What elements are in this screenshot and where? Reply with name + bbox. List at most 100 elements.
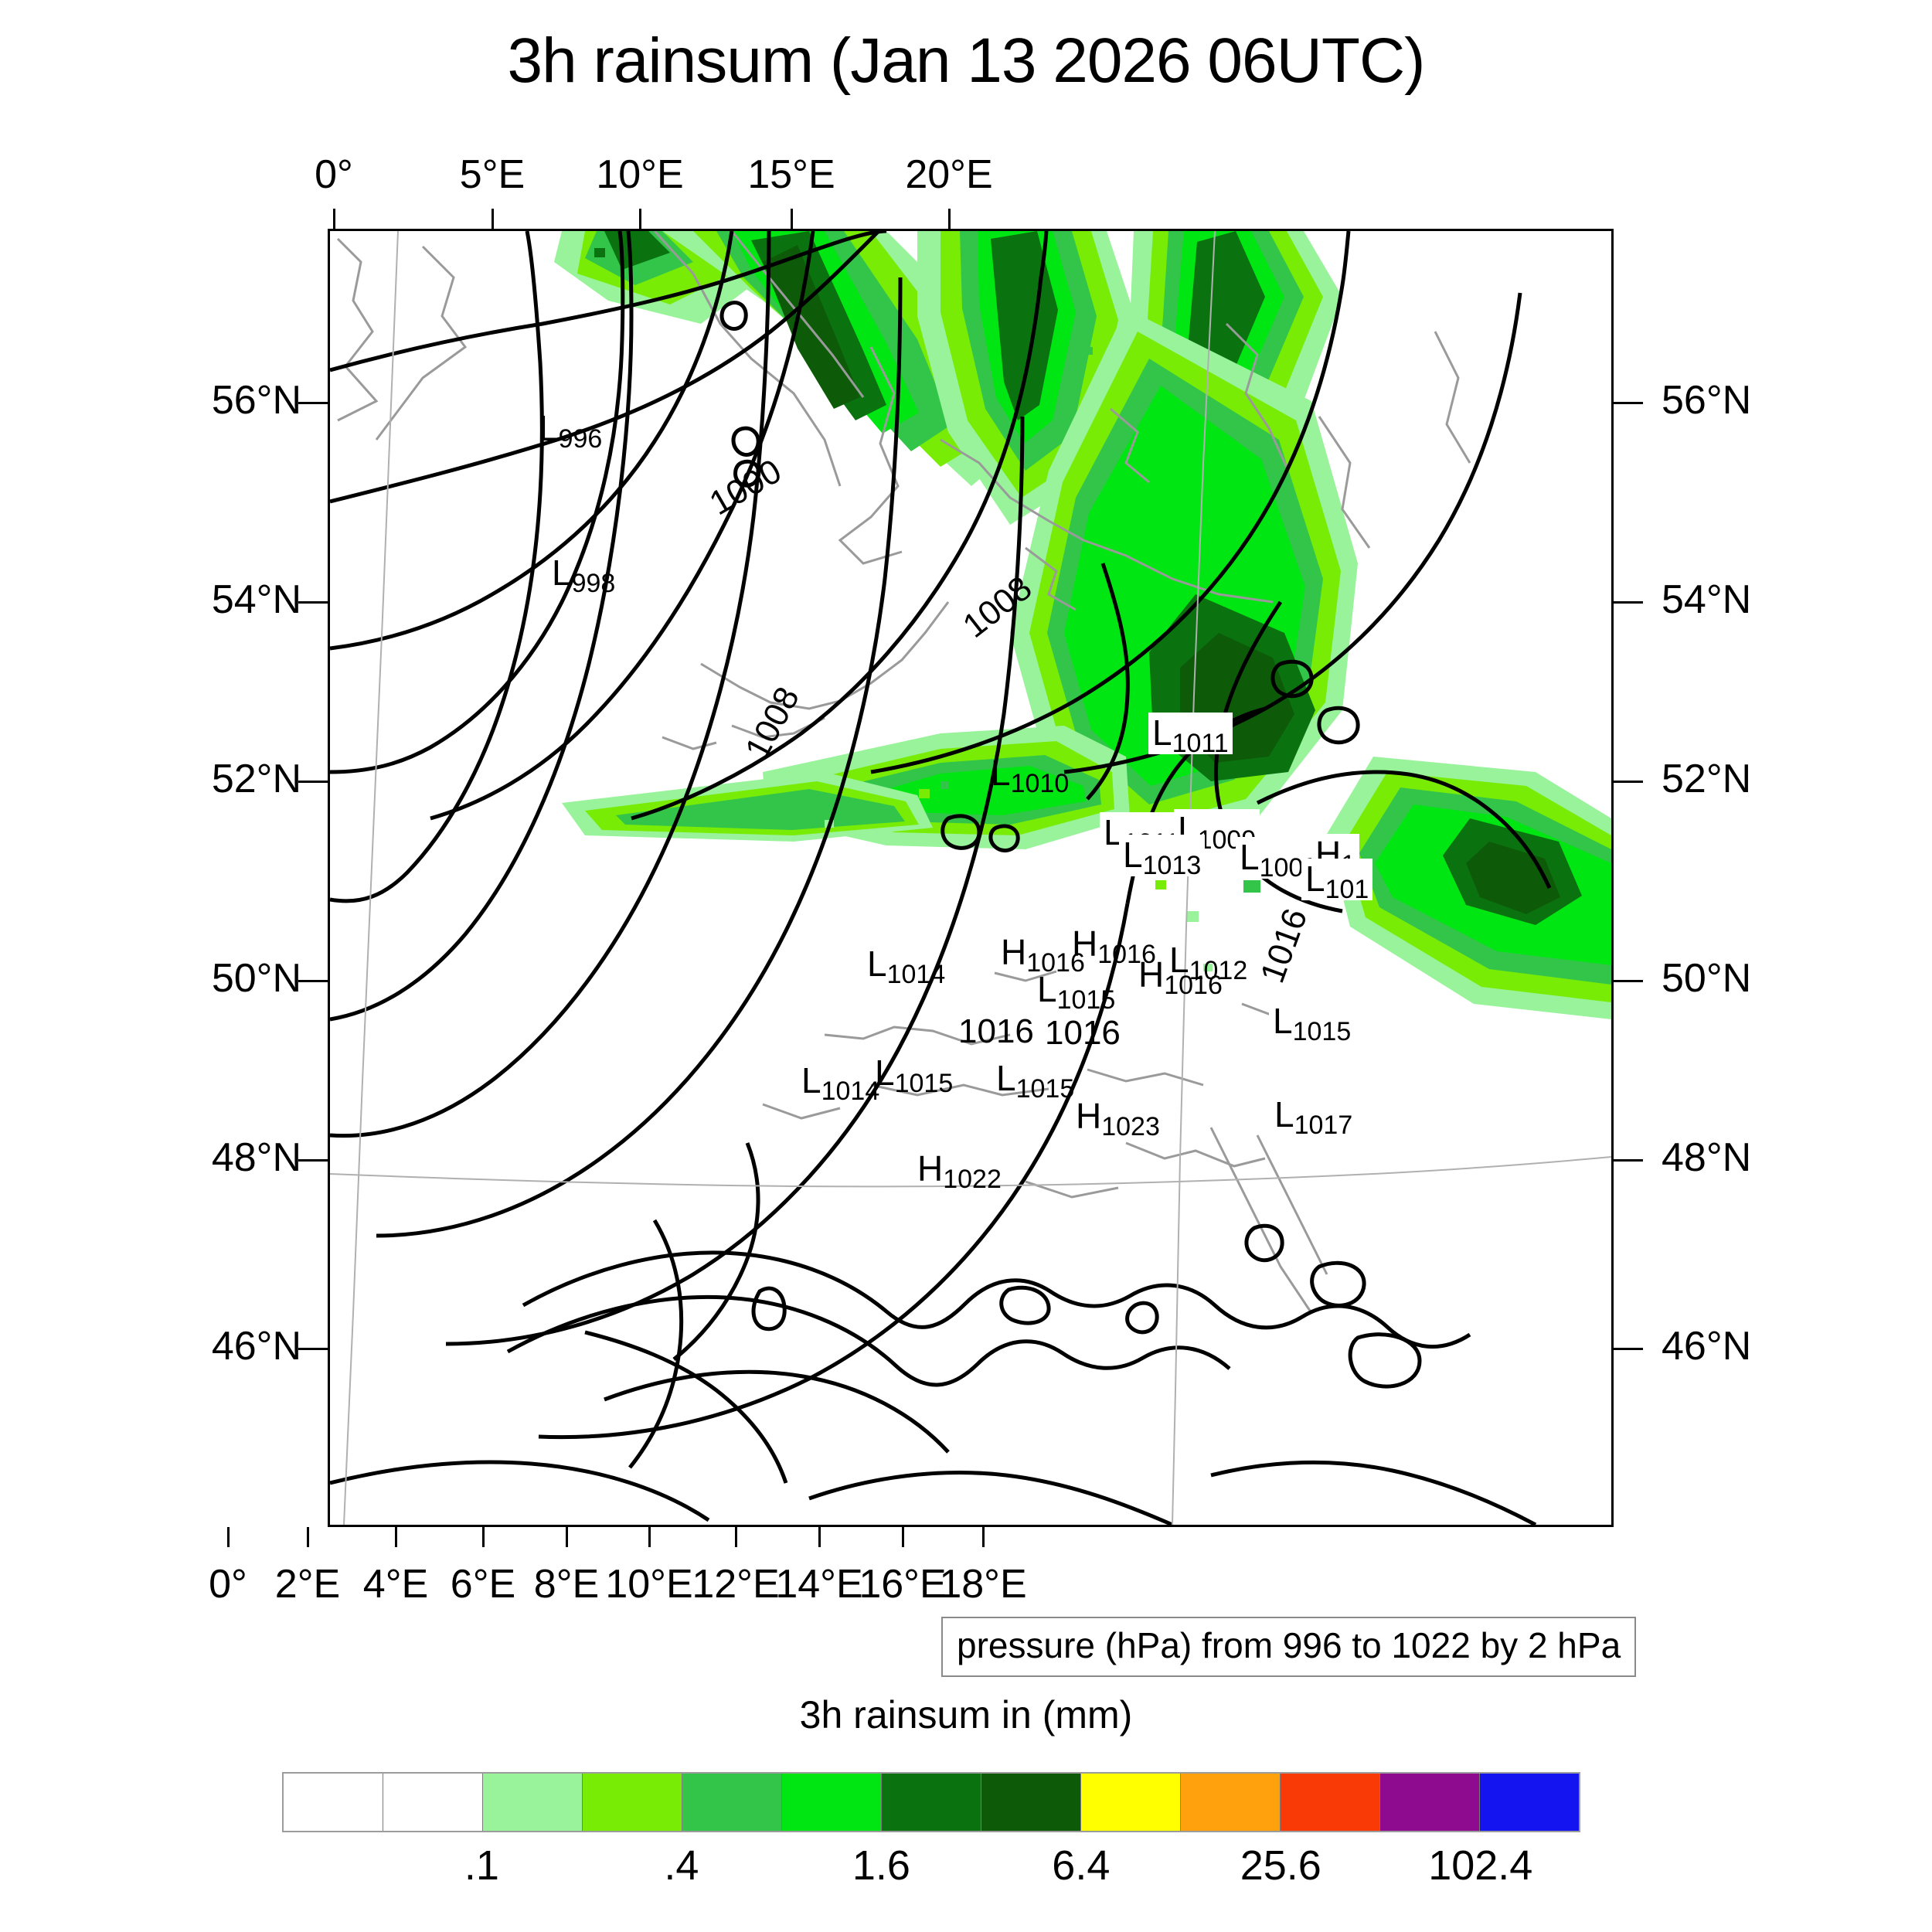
top-lon-label-0: 0° [315, 152, 353, 197]
low-pressure-label-2: L1011 [1148, 713, 1233, 757]
bottom-tick [902, 1527, 904, 1547]
colorbar-title: 3h rainsum in (mm) [799, 1693, 1133, 1736]
low-pressure-label-7: L1009 [1236, 837, 1322, 881]
bottom-tick [307, 1527, 309, 1547]
bottom-lon-label-7: 14°E [775, 1562, 863, 1607]
top-tick [492, 209, 494, 229]
colorbar-segment-3 [583, 1774, 682, 1831]
colorbar-segment-2 [483, 1774, 583, 1831]
colorbar-segment-0 [284, 1774, 383, 1831]
left-tick [298, 1348, 328, 1350]
pressure-center-type: L [867, 944, 887, 984]
pressure-center-value: 1010 [1010, 769, 1070, 798]
colorbar-tick-1.6: 1.6 [852, 1842, 910, 1889]
low-pressure-label-3: L1010 [991, 755, 1069, 797]
left-lat-label-3: 50°N [211, 956, 301, 1001]
colorbar-segment-11 [1380, 1774, 1480, 1831]
bottom-lon-label-8: 16°E [859, 1562, 947, 1607]
high-pressure-label-13: H1016 [1138, 954, 1223, 998]
pressure-center-type: L [1274, 1094, 1294, 1134]
bottom-lon-label-2: 4°E [362, 1562, 429, 1607]
pressure-center-type: H [1138, 954, 1165, 995]
map-plot-area[interactable]: L996L998L1011L1010L1011L1009L1013L1009H1… [328, 229, 1614, 1527]
top-lon-label-4: 20°E [905, 152, 993, 197]
left-lat-label-5: 46°N [211, 1324, 301, 1369]
map-graphics [330, 231, 1611, 1525]
isobar-label-3: 1016 [958, 1012, 1034, 1050]
colorbar-segment-12 [1480, 1774, 1579, 1831]
isobar-label-4: 1016 [1045, 1014, 1121, 1052]
left-tick [298, 402, 328, 404]
pressure-center-type: H [1072, 923, 1098, 964]
right-tick [1614, 1348, 1643, 1350]
page-title: 3h rainsum (Jan 13 2026 06UTC) [507, 26, 1426, 96]
bottom-lon-label-0: 0° [209, 1562, 247, 1607]
pressure-center-type: L [875, 1053, 895, 1093]
right-lat-label-2: 52°N [1662, 757, 1752, 801]
right-lat-label-1: 54°N [1662, 577, 1752, 622]
right-lat-label-4: 48°N [1662, 1135, 1752, 1180]
high-pressure-label-20: H1023 [1076, 1098, 1160, 1140]
colorbar-tick-25.6: 25.6 [1240, 1842, 1321, 1889]
bottom-lon-label-6: 12°E [692, 1562, 780, 1607]
pressure-center-type: L [552, 553, 572, 593]
bottom-tick [227, 1527, 230, 1547]
pressure-center-value: 1012 [1189, 956, 1248, 985]
top-tick [333, 209, 335, 229]
pressure-center-value: 1015 [1015, 1074, 1075, 1104]
top-lon-label-1: 5°E [459, 152, 526, 197]
colorbar-segment-9 [1181, 1774, 1281, 1831]
pressure-center-type: L [1152, 713, 1172, 753]
pressure-center-type: L [1169, 940, 1189, 980]
top-tick [791, 209, 793, 229]
pressure-center-value: 1017 [1294, 1111, 1353, 1140]
left-lat-label-4: 48°N [211, 1135, 301, 1180]
right-tick [1614, 980, 1643, 982]
right-lat-label-0: 56°N [1662, 378, 1752, 423]
pressure-center-value: 1022 [943, 1165, 1002, 1194]
colorbar-segment-4 [682, 1774, 782, 1831]
pressure-center-value: 1015 [894, 1069, 954, 1098]
bottom-lon-label-1: 2°E [274, 1562, 341, 1607]
pressure-center-value: 1016 [1097, 940, 1156, 969]
pressure-center-type: L [1273, 1001, 1293, 1041]
pressure-center-value: 101 [1325, 875, 1369, 904]
right-lat-label-5: 46°N [1662, 1324, 1752, 1369]
bottom-tick [395, 1527, 397, 1547]
bottom-lon-label-3: 6°E [450, 1562, 516, 1607]
left-tick [298, 601, 328, 604]
low-pressure-label-9: L101 [1301, 859, 1373, 903]
pressure-center-value: 998 [571, 569, 616, 598]
pressure-legend-box: pressure (hPa) from 996 to 1022 by 2 hPa [941, 1617, 1637, 1677]
low-pressure-label-12: L1012 [1169, 940, 1247, 984]
left-lat-label-2: 52°N [211, 757, 301, 801]
pressure-center-type: L [996, 1058, 1016, 1098]
colorbar-segment-6 [882, 1774, 981, 1831]
left-lat-label-1: 54°N [211, 577, 301, 622]
bottom-tick [818, 1527, 821, 1547]
colorbar-segment-8 [1081, 1774, 1181, 1831]
bottom-lon-label-4: 8°E [533, 1562, 600, 1607]
low-pressure-label-0: L996 [539, 410, 602, 452]
bottom-tick [566, 1527, 568, 1547]
pressure-center-value: 1016 [1164, 971, 1223, 1000]
right-tick [1614, 601, 1643, 604]
top-lon-label-3: 15°E [747, 152, 835, 197]
low-pressure-label-1: L998 [552, 553, 615, 597]
bottom-lon-label-5: 10°E [605, 1562, 693, 1607]
low-pressure-label-16: L1015 [1269, 1001, 1355, 1045]
left-tick [298, 781, 328, 783]
pressure-center-value: 996 [558, 424, 603, 454]
precip-shading [554, 231, 1611, 1019]
colorbar-tick-.1: .1 [464, 1842, 499, 1889]
colorbar[interactable] [282, 1772, 1580, 1832]
bottom-tick [648, 1527, 651, 1547]
low-pressure-label-21: L1017 [1274, 1094, 1352, 1138]
colorbar-segment-1 [383, 1774, 483, 1831]
right-tick [1614, 781, 1643, 783]
colorbar-tick-6.4: 6.4 [1052, 1842, 1111, 1889]
pressure-center-type: L [1037, 969, 1057, 1009]
bottom-tick [735, 1527, 737, 1547]
pressure-center-type: H [1001, 932, 1027, 972]
